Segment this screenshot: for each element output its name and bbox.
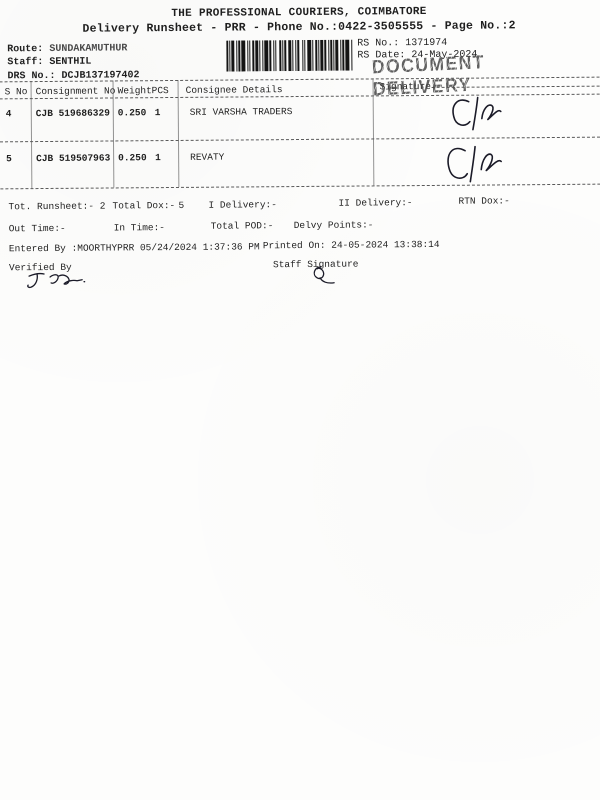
handwritten-cn-signature [447,145,502,183]
total-dox-label: Total Dox:- [112,199,176,212]
barcode [226,39,354,72]
tot-runsheet: Tot. Runsheet:- 2 [8,200,106,213]
i-delivery: I Delivery:- [208,199,277,211]
route-value: SUNDAKAMUTHUR [49,43,128,55]
out-time: Out Time:- [8,222,66,235]
col-header-sno: S No [4,86,28,98]
staff-value: SENTHIL [49,56,92,68]
rtn-dox: RTN Dox:- [458,195,510,207]
staff-label: Staff: [7,57,44,69]
staff-field: Staff: SENTHIL [7,57,91,70]
entered-by: Entered By :MOORTHYPRR 05/24/2024 1:37:3… [8,241,260,255]
verified-by-signature [27,273,86,289]
in-time: In Time:- [113,222,166,234]
row-divider-rule [0,136,600,143]
total-pod: Total POD:- [210,220,274,232]
cell-consignment: CJB 519686329 [35,107,110,120]
table-row: 5 CJB 519507963 0.250 1 REVATY [0,0,599,183]
handwritten-cn-signature [452,96,502,131]
col-header-pcs: PCS [151,85,169,97]
cell-consignment: CJB 519507963 [36,152,111,165]
cell-pcs: 1 [154,107,161,119]
cell-consignee: REVATY [190,151,225,163]
staff-signature-mark [313,266,335,284]
col-header-weight: Weight [117,85,152,97]
cell-consignee: SRI VARSHA TRADERS [189,106,293,118]
ii-delivery: II Delivery:- [338,197,413,209]
table-bottom-rule [0,183,600,190]
runsheet-subtitle: Delivery Runsheet - PRR - Phone No.:0422… [82,19,516,36]
cell-sno: 4 [5,108,12,120]
cell-weight: 0.250 [118,152,147,164]
table-row: 4 CJB 519686329 0.250 1 SRI VARSHA TRADE… [0,0,599,131]
total-dox-value: 5 [178,199,185,211]
printed-on: Printed On: 24-05-2024 13:38:14 [262,238,440,252]
route-label: Route: [7,44,44,56]
col-header-consignment: Consignment No [35,85,116,98]
cell-pcs: 1 [155,152,161,164]
route-field: Route: SUNDAKAMUTHUR [7,43,127,56]
rs-no: RS No.: 1371974 [357,37,448,50]
delvy-points: Delvy Points:- [293,219,374,232]
cell-sno: 5 [6,153,12,165]
col-header-consignee: Consignee Details [185,84,283,96]
cell-weight: 0.250 [117,107,147,119]
